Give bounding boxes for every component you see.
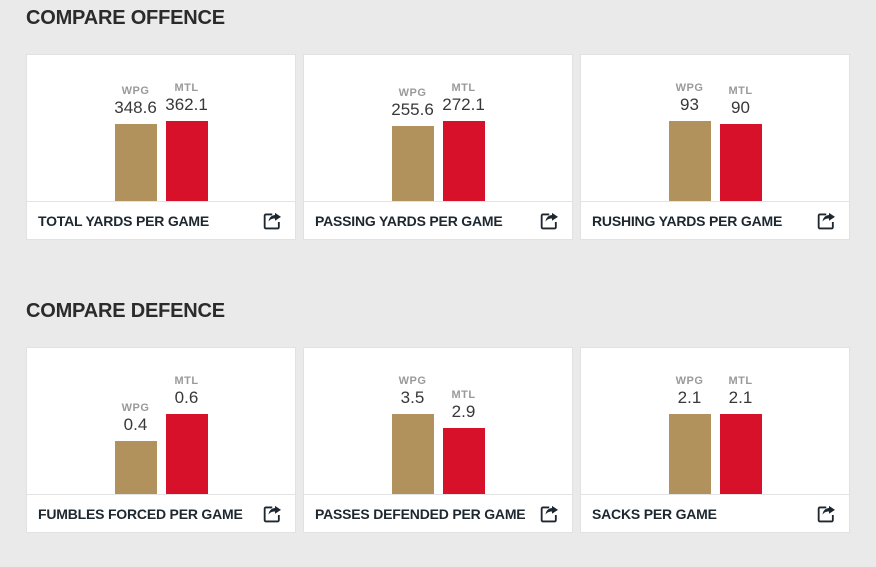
stat-card-rushing-yards: WPG 93 MTL 90 RUSHING YARDS PER GAME: [580, 54, 850, 240]
wpg-team-label: WPG: [675, 82, 704, 94]
wpg-value: 348.6: [114, 98, 157, 117]
stat-label: SACKS PER GAME: [592, 505, 717, 522]
bar-chart: WPG 93 MTL 90: [581, 55, 849, 201]
share-icon: [817, 212, 835, 229]
card-footer: RUSHING YARDS PER GAME: [581, 201, 849, 239]
stat-card-passing-yards: WPG 255.6 MTL 272.1 PASSING YARDS PER GA…: [303, 54, 573, 240]
mtl-team-label: MTL: [451, 82, 476, 94]
wpg-bar: [391, 125, 434, 201]
card-footer: SACKS PER GAME: [581, 494, 849, 532]
wpg-team-label: WPG: [121, 401, 150, 414]
mtl-team-label: MTL: [174, 375, 199, 387]
offence-card-row: WPG 348.6 MTL 362.1 TOTAL YARDS PER GAME: [26, 54, 850, 240]
stat-label: TOTAL YARDS PER GAME: [38, 212, 210, 229]
mtl-bar: [719, 414, 762, 494]
mtl-team-label: MTL: [174, 82, 199, 94]
stat-label: FUMBLES FORCED PER GAME: [38, 505, 243, 522]
card-footer: PASSES DEFENDED PER GAME: [304, 494, 572, 532]
share-icon: [817, 505, 835, 522]
share-icon: [540, 505, 558, 522]
wpg-column: WPG 3.5: [391, 375, 434, 494]
bar-chart: WPG 255.6 MTL 272.1: [304, 55, 572, 201]
mtl-value: 90: [731, 97, 750, 117]
wpg-team-label: WPG: [121, 85, 150, 97]
wpg-value: 2.1: [677, 388, 702, 407]
share-button[interactable]: [537, 502, 561, 526]
share-icon: [540, 212, 558, 229]
mtl-column: MTL 2.9: [442, 388, 485, 494]
mtl-column: MTL 2.1: [719, 375, 762, 494]
mtl-column: MTL 362.1: [165, 82, 208, 201]
share-icon: [263, 212, 281, 229]
mtl-team-label: MTL: [728, 375, 753, 387]
stat-label: RUSHING YARDS PER GAME: [592, 212, 783, 229]
card-footer: PASSING YARDS PER GAME: [304, 201, 572, 239]
stat-card-fumbles-forced: WPG 0.4 MTL 0.6 FUMBLES FORCED PER GAME: [26, 347, 296, 533]
wpg-value: 3.5: [400, 388, 425, 407]
wpg-column: WPG 2.1: [668, 375, 711, 494]
mtl-bar: [719, 123, 762, 201]
mtl-column: MTL 272.1: [442, 82, 485, 201]
card-footer: FUMBLES FORCED PER GAME: [27, 494, 295, 532]
mtl-bar: [442, 427, 485, 494]
bar-chart: WPG 0.4 MTL 0.6: [27, 348, 295, 494]
wpg-value: 0.4: [123, 414, 148, 434]
wpg-value: 255.6: [391, 99, 434, 119]
wpg-value: 93: [680, 95, 699, 114]
share-button[interactable]: [260, 209, 284, 233]
wpg-team-label: WPG: [675, 375, 704, 387]
mtl-column: MTL 90: [719, 84, 762, 201]
stat-card-sacks: WPG 2.1 MTL 2.1 SACKS PER GAME: [580, 347, 850, 533]
wpg-bar: [391, 414, 434, 494]
stat-label: PASSING YARDS PER GAME: [315, 212, 503, 229]
section-title-defence: COMPARE DEFENCE: [26, 300, 225, 322]
wpg-column: WPG 93: [668, 82, 711, 201]
mtl-team-label: MTL: [728, 84, 753, 97]
share-button[interactable]: [537, 209, 561, 233]
mtl-bar: [165, 414, 208, 494]
defence-card-row: WPG 0.4 MTL 0.6 FUMBLES FORCED PER GAME: [26, 347, 850, 533]
wpg-column: WPG 255.6: [391, 86, 434, 201]
mtl-value: 2.1: [728, 388, 753, 407]
mtl-team-label: MTL: [451, 388, 476, 401]
mtl-bar: [165, 121, 208, 201]
stat-card-passes-defended: WPG 3.5 MTL 2.9 PASSES DEFENDED PER GAME: [303, 347, 573, 533]
share-button[interactable]: [260, 502, 284, 526]
wpg-team-label: WPG: [398, 86, 427, 99]
wpg-bar: [114, 440, 157, 494]
bar-chart: WPG 348.6 MTL 362.1: [27, 55, 295, 201]
mtl-value: 0.6: [174, 388, 199, 407]
bar-chart: WPG 3.5 MTL 2.9: [304, 348, 572, 494]
wpg-column: WPG 0.4: [114, 401, 157, 494]
mtl-column: MTL 0.6: [165, 375, 208, 494]
wpg-column: WPG 348.6: [114, 85, 157, 201]
share-button[interactable]: [814, 502, 838, 526]
wpg-bar: [114, 124, 157, 201]
wpg-bar: [668, 414, 711, 494]
wpg-team-label: WPG: [398, 375, 427, 387]
section-title-offence: COMPARE OFFENCE: [26, 7, 225, 29]
mtl-value: 2.9: [451, 401, 476, 421]
mtl-value: 362.1: [165, 95, 208, 114]
mtl-value: 272.1: [442, 95, 485, 114]
bar-chart: WPG 2.1 MTL 2.1: [581, 348, 849, 494]
share-icon: [263, 505, 281, 522]
mtl-bar: [442, 121, 485, 201]
card-footer: TOTAL YARDS PER GAME: [27, 201, 295, 239]
wpg-bar: [668, 121, 711, 201]
stat-label: PASSES DEFENDED PER GAME: [315, 505, 526, 522]
share-button[interactable]: [814, 209, 838, 233]
stats-compare-page: COMPARE OFFENCE WPG 348.6 MTL 362.1 TOTA…: [26, 7, 850, 533]
stat-card-total-yards: WPG 348.6 MTL 362.1 TOTAL YARDS PER GAME: [26, 54, 296, 240]
